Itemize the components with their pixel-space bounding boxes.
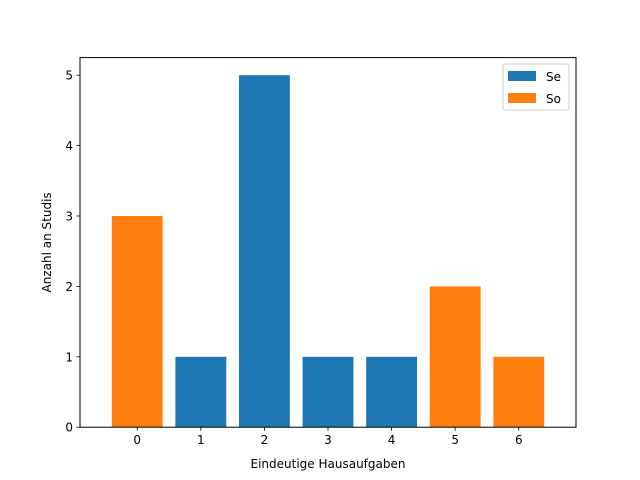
legend-swatch-se xyxy=(508,71,536,81)
x-tick-label: 1 xyxy=(197,433,205,447)
y-tick-label: 4 xyxy=(65,139,73,153)
x-axis-label: Eindeutige Hausaufgaben xyxy=(251,457,406,471)
y-tick-label: 3 xyxy=(65,210,73,224)
legend-label-so: So xyxy=(546,92,561,106)
legend: Se So xyxy=(502,63,570,111)
x-tick-label: 6 xyxy=(515,433,523,447)
y-axis-ticks: 0 1 2 3 4 5 xyxy=(65,69,80,435)
bar-se-2 xyxy=(238,75,290,428)
y-tick-label: 0 xyxy=(65,421,73,435)
x-axis-ticks: 0 1 2 3 4 5 6 xyxy=(133,427,523,447)
bar-se-3 xyxy=(302,356,354,428)
legend-label-se: Se xyxy=(546,70,561,84)
y-axis-label: Anzahl an Studis xyxy=(40,192,54,292)
plot-frame xyxy=(79,57,577,428)
x-tick-label: 4 xyxy=(388,433,396,447)
bar-se-4 xyxy=(366,356,418,428)
bar-so-5 xyxy=(429,286,481,428)
y-tick-label: 5 xyxy=(65,69,73,83)
legend-swatch-so xyxy=(508,93,536,103)
y-tick-label: 2 xyxy=(65,280,73,294)
x-tick-label: 2 xyxy=(261,433,269,447)
x-tick-label: 3 xyxy=(324,433,332,447)
bar-so-0 xyxy=(111,216,163,428)
bar-se-1 xyxy=(175,356,227,428)
bar-so-6 xyxy=(493,356,545,428)
y-tick-label: 1 xyxy=(65,350,73,364)
x-tick-label: 0 xyxy=(133,433,141,447)
bars-layer xyxy=(111,75,545,428)
x-tick-label: 5 xyxy=(451,433,459,447)
